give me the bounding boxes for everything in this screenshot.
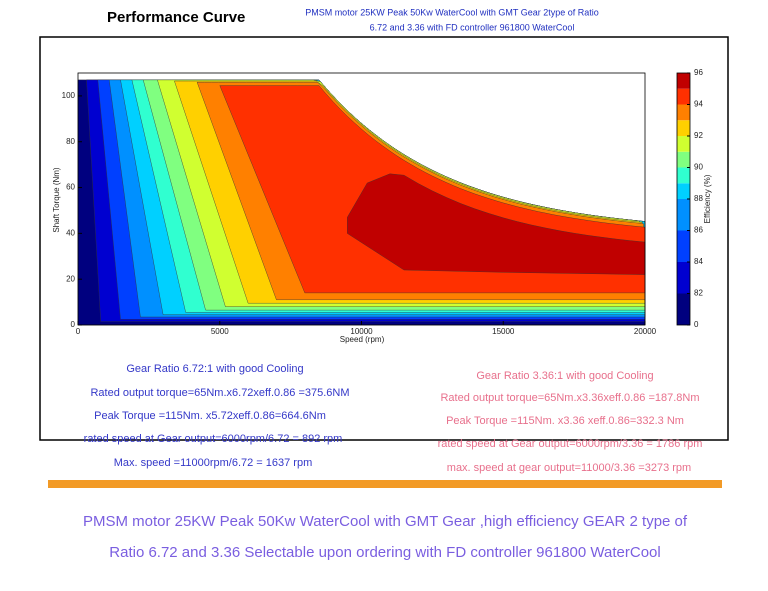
colorbar-tick-label: 84	[694, 257, 703, 266]
note: Peak Torque =115Nm. x5.72xeff.0.86=664.6…	[94, 410, 326, 422]
colorbar-tick-label: 94	[694, 100, 703, 109]
colorbar-tick-label: 90	[694, 163, 703, 172]
colorbar-tick-label: 96	[694, 68, 703, 77]
x-tick-label: 10000	[350, 327, 373, 336]
colorbar-cell	[677, 73, 690, 89]
colorbar-cell	[677, 167, 690, 184]
colorbar-cell	[677, 199, 690, 231]
x-tick-label: 5000	[211, 327, 229, 336]
note: Max. speed =11000rpm/6.72 = 1637 rpm	[114, 457, 313, 469]
colorbar-cell	[677, 262, 690, 294]
colorbar-cell	[677, 104, 690, 121]
x-tick-label: 0	[76, 327, 81, 336]
note: Rated output torque=65Nm.x3.36xeff.0.86 …	[440, 392, 699, 404]
divider	[48, 480, 722, 488]
colorbar-cell	[677, 183, 690, 199]
x-axis-label: Speed (rpm)	[340, 335, 385, 344]
subtitle: 6.72 and 3.36 with FD controller 961800 …	[370, 22, 575, 32]
frame	[39, 36, 729, 441]
colorbar-cell	[677, 120, 690, 136]
note: Gear Ratio 6.72:1 with good Cooling	[126, 363, 303, 375]
subtitle: PMSM motor 25KW Peak 50Kw WaterCool with…	[305, 7, 599, 17]
colorbar-label: Efficiency (%)	[703, 174, 712, 223]
colorbar-tick-label: 88	[694, 194, 703, 203]
note: Gear Ratio 3.36:1 with good Cooling	[476, 370, 653, 382]
note: Rated output torque=65Nm.x6.72xeff.0.86 …	[90, 387, 349, 399]
plot: 0 5000 10000 15000 20000 0 20 40 60 80 100 0 82 84 86 8…	[62, 68, 704, 336]
y-tick-label: 80	[66, 137, 75, 146]
y-tick-label: 100	[62, 91, 76, 100]
colorbar-cell	[677, 230, 690, 262]
colorbar-cell	[677, 293, 690, 325]
colorbar-tick-label: 82	[694, 289, 703, 298]
y-tick-label: 40	[66, 228, 75, 237]
colorbar-tick-label: 92	[694, 131, 703, 140]
colorbar-cell	[677, 88, 690, 105]
footer: PMSM motor 25KW Peak 50Kw WaterCool with…	[83, 513, 688, 530]
y-tick-label: 0	[71, 320, 76, 329]
footer: Ratio 6.72 and 3.36 Selectable upon orde…	[109, 544, 660, 561]
chart-title: Performance Curve	[107, 9, 245, 26]
colorbar-tick-label: 86	[694, 226, 703, 235]
colorbar-cell	[677, 151, 690, 168]
note: max. speed at gear output=11000/3.36 =32…	[447, 462, 691, 474]
x-tick-label: 15000	[492, 327, 515, 336]
y-tick-label: 20	[66, 274, 75, 283]
note: rated speed at Gear output=6000rpm/6.72 …	[84, 433, 343, 445]
colorbar-tick-label: 0	[694, 320, 699, 329]
y-axis-label: Shaft Torque (Nm)	[52, 167, 61, 233]
y-tick-label: 60	[66, 183, 75, 192]
colorbar-cell	[677, 136, 690, 152]
note: Peak Torque =115Nm. x3.36 xeff.0.86=332.…	[446, 415, 684, 427]
x-tick-label: 20000	[634, 327, 657, 336]
note: rated speed at Gear output=6000rpm/3.36 …	[438, 438, 703, 450]
